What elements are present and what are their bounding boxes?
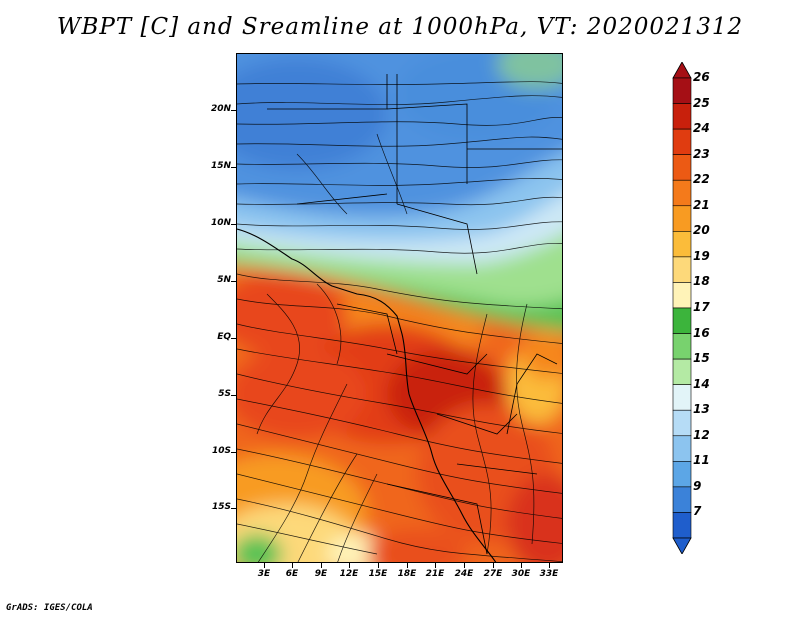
- lon-tick: [407, 563, 408, 568]
- map-panel: [236, 53, 563, 563]
- colorbar-segment: [672, 486, 692, 513]
- lon-label-27e: 27E: [483, 569, 503, 579]
- colorbar-segment: [672, 128, 692, 155]
- lon-tick: [292, 563, 293, 568]
- footer-credit: GrADS: IGES/COLA: [6, 603, 93, 613]
- lon-label-12e: 12E: [339, 569, 359, 579]
- colorbar-segment: [672, 333, 692, 360]
- colorbar-label: 9: [693, 478, 702, 493]
- colorbar-label: 16: [693, 325, 710, 340]
- lon-label-6e: 6E: [285, 569, 299, 579]
- colorbar-shapes: [672, 62, 692, 554]
- lat-tick: [231, 508, 236, 509]
- lon-tick: [549, 563, 550, 568]
- colorbar-segment: [672, 103, 692, 130]
- lon-tick: [378, 563, 379, 568]
- wbpt-field: [237, 54, 562, 562]
- lat-label-20n: 20N: [210, 104, 231, 114]
- colorbar-segment: [672, 358, 692, 385]
- colorbar-segment: [672, 307, 692, 334]
- colorbar-label: 12: [693, 427, 710, 442]
- colorbar-label: 17: [693, 300, 710, 314]
- colorbar-segment: [672, 179, 692, 207]
- chart-title: WBPT [C] and Sreamline at 1000hPa, VT: 2…: [56, 14, 744, 40]
- lon-label-33e: 33E: [539, 569, 559, 579]
- lon-tick: [464, 563, 465, 568]
- lon-tick: [493, 563, 494, 568]
- lon-label-30e: 30E: [511, 569, 531, 579]
- lon-tick: [349, 563, 350, 568]
- lon-label-21e: 21E: [425, 569, 445, 579]
- colorbar-label: 18: [693, 274, 710, 289]
- lat-tick: [231, 224, 236, 225]
- lat-label-15n: 15N: [210, 161, 231, 171]
- lat-tick: [231, 395, 236, 396]
- lon-tick: [521, 563, 522, 568]
- colorbar-segment: [672, 409, 692, 437]
- colorbar-label: 23: [693, 146, 710, 161]
- colorbar-label: 25: [693, 95, 710, 110]
- colorbar-bottom-arrow: [672, 537, 692, 554]
- colorbar-label: 21: [693, 197, 710, 212]
- lat-label-eq: EQ: [217, 332, 231, 342]
- colorbar: [672, 62, 692, 554]
- lat-label-5s: 5S: [218, 389, 231, 399]
- lon-label-24e: 24E: [454, 569, 474, 579]
- colorbar-segment: [672, 435, 692, 462]
- lat-label-5n: 5N: [217, 275, 231, 285]
- colorbar-segment: [672, 231, 692, 258]
- lon-label-18e: 18E: [397, 569, 417, 579]
- colorbar-label: 14: [693, 376, 710, 391]
- colorbar-label: 7: [693, 504, 702, 519]
- lon-tick: [264, 563, 265, 568]
- colorbar-label: 22: [693, 172, 710, 187]
- lat-tick: [231, 338, 236, 339]
- colorbar-segment: [672, 205, 692, 232]
- lat-label-10n: 10N: [210, 218, 231, 228]
- lat-label-15s: 15S: [211, 502, 231, 512]
- colorbar-segment: [672, 384, 692, 411]
- colorbar-label: 13: [693, 402, 710, 417]
- colorbar-label: 11: [693, 453, 710, 468]
- lon-tick: [435, 563, 436, 568]
- colorbar-segment: [672, 512, 692, 539]
- lon-label-15e: 15E: [368, 569, 388, 579]
- colorbar-segment: [672, 282, 692, 309]
- colorbar-label: 26: [693, 70, 710, 84]
- colorbar-label: 24: [693, 121, 710, 136]
- colorbar-segment: [672, 154, 692, 181]
- colorbar-segment: [672, 461, 692, 488]
- lon-label-9e: 9E: [314, 569, 328, 579]
- colorbar-label: 19: [693, 248, 710, 263]
- lat-tick: [231, 167, 236, 168]
- colorbar-segment: [672, 256, 692, 283]
- colorbar-top-arrow: [672, 62, 692, 79]
- lat-label-10s: 10S: [211, 446, 231, 456]
- colorbar-label: 15: [693, 351, 710, 366]
- colorbar-label: 20: [693, 223, 710, 238]
- lat-tick: [231, 452, 236, 453]
- lon-tick: [321, 563, 322, 568]
- lon-label-3e: 3E: [257, 569, 271, 579]
- lat-tick: [231, 110, 236, 111]
- colorbar-segment: [672, 77, 692, 104]
- lat-tick: [231, 281, 236, 282]
